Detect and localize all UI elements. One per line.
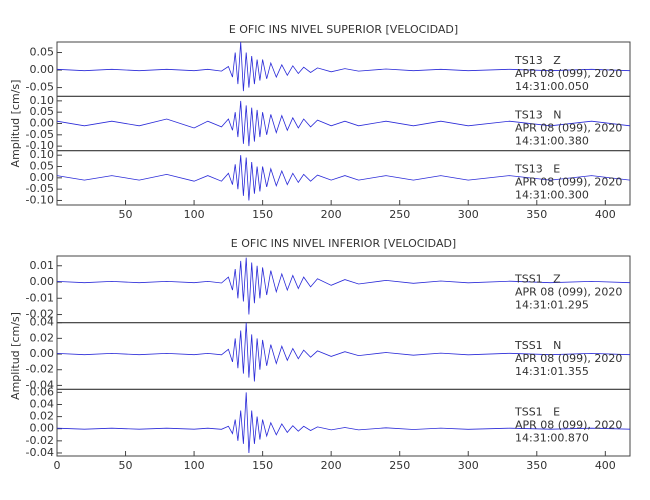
y-tick-label: -0.10	[26, 193, 54, 206]
time-label: 14:31:00.300	[515, 189, 589, 202]
y-tick-label: -0.01	[26, 291, 54, 304]
y-tick-label: 0.02	[30, 410, 55, 423]
y-tick-label: -0.02	[26, 308, 54, 321]
chart-title: E OFIC INS NIVEL SUPERIOR [VELOCIDAD]	[229, 23, 458, 36]
y-axis-label: Amplitud [cm/s]	[9, 80, 22, 168]
y-tick-label: 0.04	[30, 397, 55, 410]
y-tick-label: 0.00	[30, 275, 55, 288]
x-tick-label: 100	[184, 459, 205, 472]
station-label: TSS1 N	[514, 339, 561, 352]
waveform	[56, 100, 631, 147]
y-tick-label: 0.01	[30, 259, 55, 272]
date-label: APR 08 (099), 2020	[515, 67, 622, 80]
y-tick-label: 0.06	[30, 385, 55, 398]
y-tick-label: 0.00	[30, 117, 55, 130]
y-tick-label: 0.00	[30, 422, 55, 435]
y-tick-label: -0.04	[26, 446, 54, 459]
x-tick-label: 400	[595, 208, 616, 221]
station-label: TS13 Z	[514, 54, 561, 67]
waveform	[56, 41, 631, 92]
y-tick-label: 0.02	[30, 331, 55, 344]
y-tick-label: -0.05	[26, 182, 54, 195]
chart-title: E OFIC INS NIVEL INFERIOR [VELOCIDAD]	[231, 237, 456, 250]
time-label: 14:31:00.050	[515, 80, 589, 93]
station-label: TSS1 Z	[514, 272, 561, 285]
y-tick-label: 0.00	[30, 347, 55, 360]
waveform	[56, 322, 631, 382]
time-label: 14:31:00.380	[515, 134, 589, 147]
y-tick-label: 0.05	[30, 105, 55, 118]
x-tick-label: 50	[119, 459, 133, 472]
x-tick-label: 0	[54, 459, 61, 472]
station-label: TS13 E	[514, 163, 560, 176]
x-tick-label: 350	[526, 459, 547, 472]
x-tick-label: 250	[389, 208, 410, 221]
date-label: APR 08 (099), 2020	[515, 285, 622, 298]
y-tick-label: -0.02	[26, 434, 54, 447]
x-tick-label: 400	[595, 459, 616, 472]
x-tick-label: 200	[321, 459, 342, 472]
x-tick-label: 300	[458, 208, 479, 221]
date-label: APR 08 (099), 2020	[515, 121, 622, 134]
date-label: APR 08 (099), 2020	[515, 176, 622, 189]
y-tick-label: 0.10	[30, 148, 55, 161]
x-tick-label: 350	[526, 208, 547, 221]
y-tick-label: 0.00	[30, 171, 55, 184]
y-tick-label: -0.05	[26, 81, 54, 94]
y-tick-label: 0.10	[30, 94, 55, 107]
x-tick-label: 200	[321, 208, 342, 221]
y-tick-label: 0.00	[30, 63, 55, 76]
date-label: APR 08 (099), 2020	[515, 352, 622, 365]
x-tick-label: 100	[184, 208, 205, 221]
station-label: TS13 N	[514, 108, 561, 121]
y-tick-label: -0.02	[26, 363, 54, 376]
y-tick-label: 0.04	[30, 316, 55, 329]
y-tick-label: -0.05	[26, 128, 54, 141]
x-tick-label: 250	[389, 459, 410, 472]
x-tick-label: 150	[252, 208, 273, 221]
y-tick-label: -0.04	[26, 378, 54, 391]
panel-frame	[56, 388, 631, 457]
y-axis-label: Amplitud [cm/s]	[9, 312, 22, 400]
waveform	[56, 155, 631, 201]
x-tick-label: 50	[119, 208, 133, 221]
waveform	[56, 257, 631, 315]
time-label: 14:31:01.295	[515, 298, 589, 311]
time-label: 14:31:01.355	[515, 365, 589, 378]
y-tick-label: 0.05	[30, 160, 55, 173]
date-label: APR 08 (099), 2020	[515, 419, 622, 432]
waveform	[56, 392, 631, 454]
time-label: 14:31:00.870	[515, 432, 589, 445]
y-tick-label: -0.10	[26, 139, 54, 152]
x-tick-label: 300	[458, 459, 479, 472]
y-tick-label: 0.05	[30, 46, 55, 59]
station-label: TSS1 E	[514, 406, 560, 419]
x-tick-label: 150	[252, 459, 273, 472]
